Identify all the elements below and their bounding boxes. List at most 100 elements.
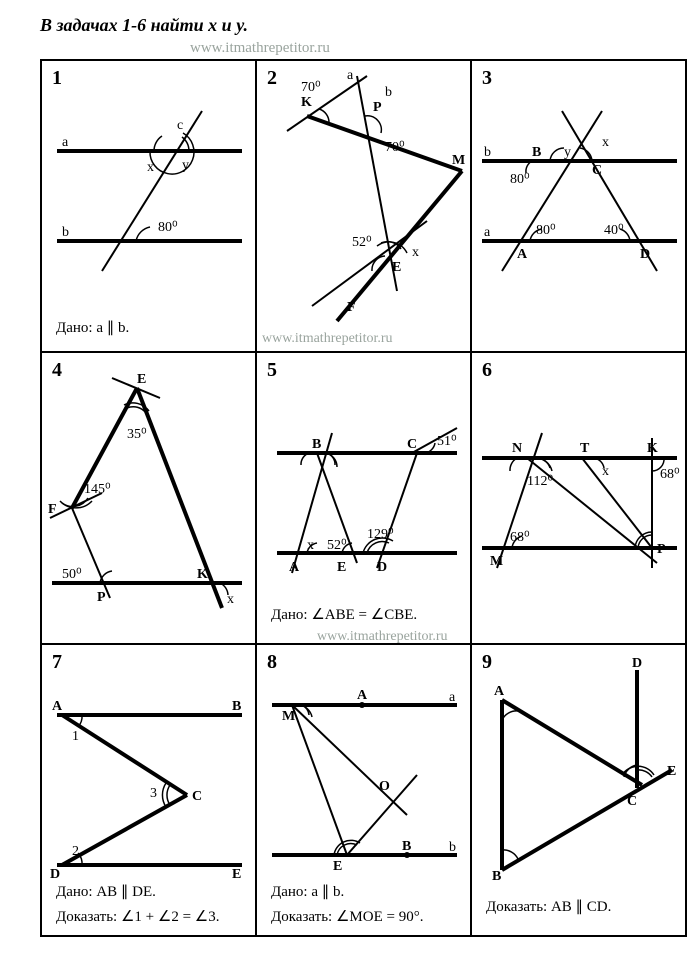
svg-text:P: P xyxy=(373,100,382,115)
svg-text:A: A xyxy=(494,684,505,699)
svg-text:N: N xyxy=(512,441,522,456)
svg-text:70⁰: 70⁰ xyxy=(301,80,321,95)
svg-text:145⁰: 145⁰ xyxy=(84,482,111,497)
diagram-6: N T K M P 112⁰ x 68⁰ 68⁰ xyxy=(472,353,685,633)
svg-text:A: A xyxy=(517,247,528,262)
svg-text:112⁰: 112⁰ xyxy=(527,474,553,489)
svg-text:y: y xyxy=(564,145,571,160)
given-1: Дано: a ∥ b. xyxy=(42,316,255,341)
diagram-3: b a B C A D x y 80⁰ 80⁰ 40⁰ xyxy=(472,61,685,331)
cell-8: 8 A a M xyxy=(256,644,471,936)
svg-text:P: P xyxy=(97,590,106,605)
svg-text:x: x xyxy=(227,592,234,607)
svg-text:51⁰: 51⁰ xyxy=(437,434,457,449)
svg-text:68⁰: 68⁰ xyxy=(660,467,680,482)
diagram-1: a b c x y 80⁰ xyxy=(42,61,255,316)
svg-text:a: a xyxy=(484,225,491,240)
svg-text:T: T xyxy=(580,441,590,456)
diagram-8: A a M O E B b xyxy=(257,645,470,880)
svg-text:b: b xyxy=(385,85,392,100)
cell-number: 5 xyxy=(267,359,277,382)
cell-2: 2 a b xyxy=(256,60,471,352)
cell-number: 3 xyxy=(482,67,492,90)
svg-text:E: E xyxy=(137,372,146,387)
svg-text:B: B xyxy=(232,699,241,714)
svg-text:a: a xyxy=(347,68,354,83)
svg-text:52⁰: 52⁰ xyxy=(352,235,372,250)
label-y: y xyxy=(182,158,189,173)
svg-text:E: E xyxy=(392,260,401,275)
problems-grid: 1 a b c x xyxy=(40,59,687,937)
heading-text: В задачах 1-6 найти x и y. xyxy=(40,15,248,35)
label-c: c xyxy=(177,118,183,133)
svg-text:A: A xyxy=(289,560,300,575)
svg-text:M: M xyxy=(452,153,465,168)
svg-text:C: C xyxy=(407,437,417,452)
cell-number: 9 xyxy=(482,651,492,674)
svg-text:35⁰: 35⁰ xyxy=(127,427,147,442)
cell-9: 9 A B C D xyxy=(471,644,686,936)
prove-9: Доказать: AB ∥ CD. xyxy=(472,895,685,920)
cell-number: 8 xyxy=(267,651,277,674)
cell-3: 3 b a B C A xyxy=(471,60,686,352)
svg-text:O: O xyxy=(379,779,390,794)
svg-text:K: K xyxy=(301,95,312,110)
svg-text:A: A xyxy=(52,699,63,714)
watermark-top: www.itmathrepetitor.ru xyxy=(190,40,680,57)
svg-text:80⁰: 80⁰ xyxy=(536,223,556,238)
cell-5: 5 B xyxy=(256,352,471,644)
svg-text:1: 1 xyxy=(72,729,79,744)
svg-text:x: x xyxy=(602,464,609,479)
diagram-7: A B C D E 1 2 3 xyxy=(42,645,255,880)
svg-text:68⁰: 68⁰ xyxy=(510,530,530,545)
watermark-cell: www.itmathrepetitor.ru xyxy=(317,629,448,645)
svg-text:70⁰: 70⁰ xyxy=(385,140,405,155)
svg-text:E: E xyxy=(337,560,346,575)
cell-number: 7 xyxy=(52,651,62,674)
svg-text:C: C xyxy=(192,789,202,804)
diagram-4: E F P K 35⁰ 145⁰ 50⁰ x xyxy=(42,353,255,633)
given-8: Дано: a ∥ b. xyxy=(257,880,470,905)
svg-text:M: M xyxy=(490,554,503,569)
svg-text:50⁰: 50⁰ xyxy=(62,567,82,582)
svg-text:K: K xyxy=(197,567,208,582)
svg-text:D: D xyxy=(50,867,60,880)
cell-number: 1 xyxy=(52,67,62,90)
cell-6: 6 N xyxy=(471,352,686,644)
given-5: Дано: ∠ABE = ∠CBE. xyxy=(257,603,470,628)
cell-number: 6 xyxy=(482,359,492,382)
svg-text:D: D xyxy=(377,560,387,575)
svg-text:E: E xyxy=(667,764,676,779)
svg-text:B: B xyxy=(312,437,321,452)
prove-7: Доказать: ∠1 + ∠2 = ∠3. xyxy=(42,905,255,930)
svg-text:2: 2 xyxy=(72,844,79,859)
svg-text:b: b xyxy=(449,840,456,855)
svg-text:C: C xyxy=(592,163,602,178)
svg-text:F: F xyxy=(347,300,356,315)
svg-text:M: M xyxy=(282,709,295,724)
cell-1: 1 a b c x xyxy=(41,60,256,352)
svg-text:P: P xyxy=(657,542,666,557)
svg-text:x: x xyxy=(307,538,314,553)
svg-text:D: D xyxy=(632,656,642,671)
cell-7: 7 A B C D E 1 2 xyxy=(41,644,256,936)
diagram-9: A B C D E xyxy=(472,645,685,895)
svg-text:B: B xyxy=(492,869,501,884)
svg-text:K: K xyxy=(647,441,658,456)
svg-text:E: E xyxy=(333,859,342,874)
svg-text:B: B xyxy=(532,145,541,160)
svg-text:129⁰: 129⁰ xyxy=(367,527,394,542)
diagram-2: a b K P M E F 70⁰ 70⁰ 52⁰ x xyxy=(257,61,470,331)
given-7: Дано: AB ∥ DE. xyxy=(42,880,255,905)
watermark-cell: www.itmathrepetitor.ru xyxy=(262,331,393,347)
svg-text:D: D xyxy=(640,247,650,262)
prove-8: Доказать: ∠MOE = 90°. xyxy=(257,905,470,930)
cell-number: 4 xyxy=(52,359,62,382)
svg-text:52⁰: 52⁰ xyxy=(327,538,347,553)
svg-text:80⁰: 80⁰ xyxy=(510,172,530,187)
cell-4: 4 xyxy=(41,352,256,644)
svg-text:b: b xyxy=(484,145,491,160)
svg-text:3: 3 xyxy=(150,786,157,801)
svg-text:B: B xyxy=(402,839,411,854)
label-b: b xyxy=(62,225,69,240)
